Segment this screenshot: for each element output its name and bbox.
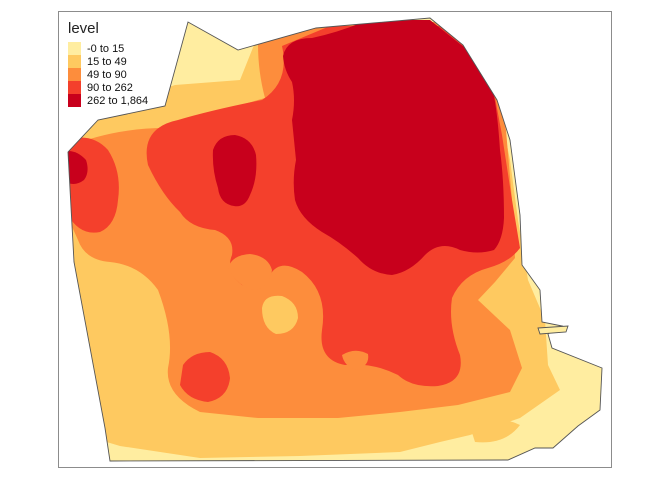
- legend-item-0: -0 to 15: [68, 42, 148, 55]
- level-band-3-patch-south: [180, 352, 230, 402]
- city-boundary: [67, 17, 603, 462]
- level-band-4: [283, 20, 504, 275]
- legend-item-2: 49 to 90: [68, 68, 148, 81]
- level-band-4-patch-west: [68, 151, 88, 184]
- legend-label-4: 262 to 1,864: [87, 94, 149, 107]
- legend-item-4: 262 to 1,864: [68, 94, 148, 107]
- pier-outline: [537, 325, 569, 335]
- legend-swatch-1: [68, 55, 81, 68]
- level-band-1-inner-1: [262, 295, 298, 334]
- level-band-4-patch-mid: [212, 135, 257, 207]
- legend-item-1: 15 to 49: [68, 55, 148, 68]
- legend-label-2: 49 to 90: [87, 68, 127, 81]
- level-band-2-inner-2: [342, 350, 369, 370]
- level-band-1-patch: [468, 418, 520, 443]
- legend-label-3: 90 to 262: [87, 81, 133, 94]
- legend-swatch-4: [68, 94, 81, 107]
- legend-item-3: 90 to 262: [68, 81, 148, 94]
- legend-label-1: 15 to 49: [87, 55, 127, 68]
- legend-label-0: -0 to 15: [87, 42, 125, 55]
- level-band-2-inner-1: [228, 254, 272, 290]
- legend-title: level: [68, 20, 99, 37]
- legend: level -0 to 15 15 to 49 49 to 90 90 to 2…: [68, 20, 148, 107]
- legend-swatch-0: [68, 42, 81, 55]
- legend-swatch-2: [68, 68, 81, 81]
- legend-swatch-3: [68, 81, 81, 94]
